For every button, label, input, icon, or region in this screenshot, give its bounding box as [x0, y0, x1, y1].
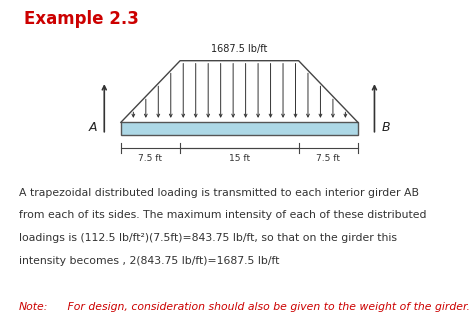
Text: 1687.5 lb/ft: 1687.5 lb/ft	[211, 44, 267, 54]
Text: intensity becomes , 2(843.75 lb/ft)=1687.5 lb/ft: intensity becomes , 2(843.75 lb/ft)=1687…	[19, 256, 279, 266]
Text: 7.5 ft: 7.5 ft	[138, 154, 163, 163]
Text: A: A	[89, 121, 97, 134]
Text: Example 2.3: Example 2.3	[24, 10, 138, 28]
Text: For design, consideration should also be given to the weight of the girder.: For design, consideration should also be…	[64, 302, 470, 312]
Bar	[121, 122, 358, 135]
Text: 15 ft: 15 ft	[229, 154, 250, 163]
Text: B: B	[382, 121, 390, 134]
Text: from each of its sides. The maximum intensity of each of these distributed: from each of its sides. The maximum inte…	[19, 210, 427, 220]
Text: A trapezoidal distributed loading is transmitted to each interior girder AB: A trapezoidal distributed loading is tra…	[19, 188, 419, 198]
Text: loadings is (112.5 lb/ft²)(7.5ft)=843.75 lb/ft, so that on the girder this: loadings is (112.5 lb/ft²)(7.5ft)=843.75…	[19, 233, 397, 243]
Text: 7.5 ft: 7.5 ft	[316, 154, 340, 163]
Text: Note:: Note:	[19, 302, 48, 312]
